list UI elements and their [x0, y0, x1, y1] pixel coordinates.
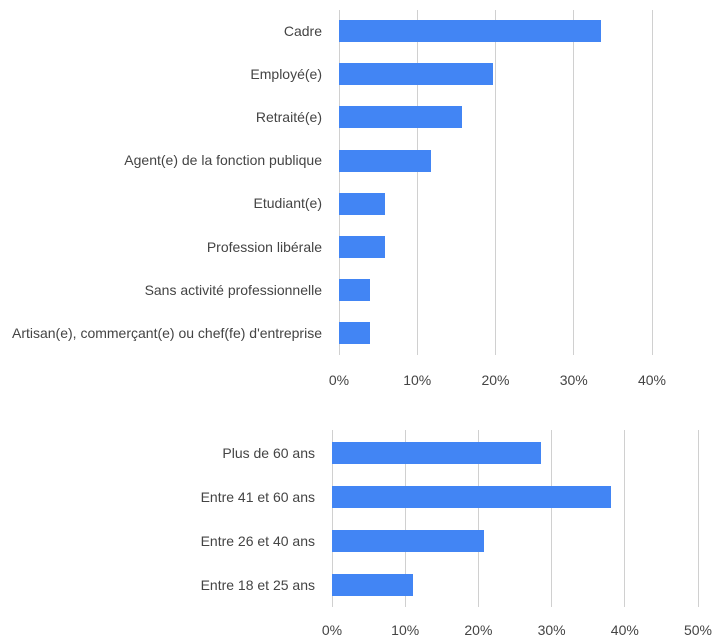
- x-tick-label: 30%: [559, 372, 588, 388]
- x-tick-label: 40%: [637, 372, 667, 388]
- x-tick-label: 0%: [328, 372, 350, 388]
- grid-line: [338, 10, 340, 355]
- grid-line: [573, 10, 575, 355]
- bar: [339, 322, 370, 345]
- x-tick-label: 10%: [391, 622, 420, 637]
- bar: [339, 149, 432, 172]
- bar: [332, 486, 611, 508]
- bar: [332, 530, 485, 552]
- x-tick-label: 50%: [683, 622, 713, 637]
- grid-line: [551, 430, 553, 607]
- x-tick-label: 20%: [464, 622, 493, 637]
- bar: [332, 442, 541, 464]
- bar: [339, 279, 370, 302]
- category-label: Employé(e): [250, 65, 322, 82]
- bar: [332, 574, 414, 596]
- category-label: Entre 26 et 40 ans: [200, 532, 315, 549]
- category-label: Entre 41 et 60 ans: [200, 488, 315, 505]
- x-tick-label: 0%: [321, 622, 343, 637]
- bar: [339, 20, 602, 42]
- grid-line: [404, 430, 406, 607]
- bar: [339, 236, 386, 258]
- category-label: Artisan(e), commerçant(e) ou chef(fe) d'…: [11, 324, 322, 341]
- category-label: Etudiant(e): [253, 195, 322, 212]
- grid-line: [477, 430, 479, 607]
- category-label: Cadre: [283, 22, 322, 39]
- grid-line: [416, 10, 418, 355]
- category-label: Retraité(e): [255, 108, 322, 125]
- bar: [339, 192, 386, 215]
- grid-line: [624, 430, 626, 607]
- category-label: Agent(e) de la fonction publique: [124, 152, 322, 169]
- category-label: Profession libérale: [206, 238, 322, 255]
- grid-line: [651, 10, 653, 355]
- grid-line: [495, 10, 496, 355]
- x-tick-label: 30%: [537, 622, 566, 637]
- bar: [339, 63, 494, 86]
- category-label: Sans activité professionnelle: [144, 281, 322, 298]
- x-tick-label: 40%: [610, 622, 639, 637]
- category-label: Plus de 60 ans: [222, 444, 315, 461]
- grid-line: [331, 430, 333, 607]
- category-label: Entre 18 et 25 ans: [200, 576, 315, 593]
- grid-line: [697, 430, 699, 607]
- bar: [339, 106, 462, 129]
- x-tick-label: 20%: [481, 372, 510, 388]
- x-tick-label: 10%: [403, 372, 432, 388]
